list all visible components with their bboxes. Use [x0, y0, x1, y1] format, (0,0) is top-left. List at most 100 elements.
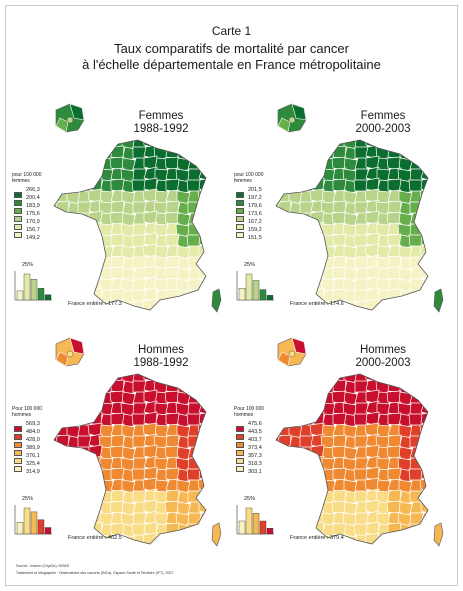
france-outline — [275, 139, 429, 311]
department-cell — [343, 413, 358, 428]
department-cell — [132, 374, 147, 383]
department-cell — [187, 140, 202, 149]
department-cell — [77, 140, 92, 149]
department-cell — [54, 490, 59, 504]
choropleth-map — [53, 103, 223, 313]
department-cell — [209, 147, 223, 159]
department-cell — [398, 435, 413, 450]
department-cell — [420, 210, 428, 226]
department-cell — [54, 300, 59, 310]
department-cell — [289, 312, 302, 324]
department-cell — [398, 300, 413, 310]
department-cell — [276, 534, 281, 544]
department-cell — [187, 512, 202, 526]
department-cell — [77, 223, 92, 237]
department-cell — [198, 433, 206, 449]
department-cell — [210, 246, 223, 258]
department-cell — [210, 213, 223, 225]
france-outline — [53, 139, 207, 311]
map-title-group: Hommes — [359, 344, 406, 356]
department-cell — [408, 413, 424, 427]
department-cell — [343, 201, 358, 216]
legend-swatch — [236, 466, 244, 472]
department-cell — [142, 298, 158, 310]
legend-value: 156,7 — [26, 227, 40, 233]
histogram-bar — [252, 280, 260, 301]
department-cell — [353, 468, 369, 482]
department-cell — [266, 312, 280, 324]
histogram-bar — [37, 288, 45, 301]
department-cell — [287, 223, 303, 238]
department-cell — [55, 379, 70, 394]
department-cell — [210, 268, 223, 280]
department-cell — [354, 435, 369, 449]
legend-value: 167,2 — [248, 219, 262, 225]
figure-label: Carte 1 — [211, 24, 252, 38]
histogram-percent-label: 25% — [22, 496, 34, 502]
department-cell — [176, 413, 191, 428]
department-cell — [210, 469, 223, 481]
legend-row: 179,6 — [236, 203, 281, 214]
department-cell — [198, 378, 206, 394]
department-cell — [431, 436, 445, 448]
department-cell — [186, 179, 202, 193]
department-cell — [431, 147, 445, 159]
corsica-region — [211, 288, 222, 313]
department-cell — [131, 234, 147, 248]
department-cell — [353, 234, 369, 248]
department-cell — [186, 468, 202, 482]
department-cell — [77, 278, 92, 292]
legend-row: 151,5 — [236, 235, 281, 243]
france-total-label: France entière : 402.5 — [68, 535, 122, 541]
department-cell — [355, 546, 368, 558]
department-cell — [353, 523, 369, 537]
department-cell — [176, 256, 191, 271]
department-cell — [77, 374, 92, 383]
paris-inset — [55, 337, 85, 367]
department-cell — [277, 478, 292, 493]
department-cell — [299, 501, 314, 515]
department-cell — [289, 546, 302, 558]
department-cell — [431, 381, 445, 393]
department-cell — [343, 179, 358, 194]
department-cell — [355, 312, 368, 324]
department-cell — [154, 546, 168, 558]
legend-row: 159,2 — [236, 227, 281, 238]
department-cell — [299, 435, 314, 449]
legend-swatch — [236, 224, 244, 230]
department-cell — [66, 374, 81, 384]
department-cell — [121, 179, 136, 194]
department-cell — [288, 234, 303, 249]
legend-swatch — [14, 232, 22, 238]
legend-row: 318,3 — [236, 461, 281, 472]
department-cell — [299, 374, 314, 383]
department-cell — [276, 300, 281, 310]
department-cell — [398, 256, 413, 271]
department-cell — [432, 268, 445, 280]
department-cell — [310, 232, 325, 248]
legend-unit: pour 100 000 — [234, 172, 264, 178]
department-cell — [388, 311, 401, 324]
department-cell — [420, 499, 428, 515]
legend-value: 475,6 — [248, 421, 262, 427]
legend-row: 428,0 — [14, 437, 59, 448]
department-cell — [321, 374, 336, 383]
department-cell — [154, 140, 169, 149]
map-title-period: 2000-2003 — [355, 357, 411, 369]
histogram-bar — [16, 522, 24, 535]
department-cell — [132, 146, 147, 160]
department-cell — [343, 256, 358, 271]
histogram-percent-label: 25% — [244, 262, 256, 268]
legend-unit: Pour 100 000 — [234, 406, 265, 412]
department-cell — [276, 157, 281, 171]
department-cell — [210, 480, 223, 492]
department-cell — [176, 300, 191, 310]
department-cell — [88, 378, 103, 394]
legend-row: 197,2 — [236, 195, 281, 206]
department-cell — [432, 279, 445, 291]
legend-swatch — [236, 192, 244, 198]
department-cell — [65, 278, 81, 293]
department-cell — [165, 522, 180, 537]
department-cell — [88, 232, 103, 248]
department-cell — [66, 391, 81, 406]
